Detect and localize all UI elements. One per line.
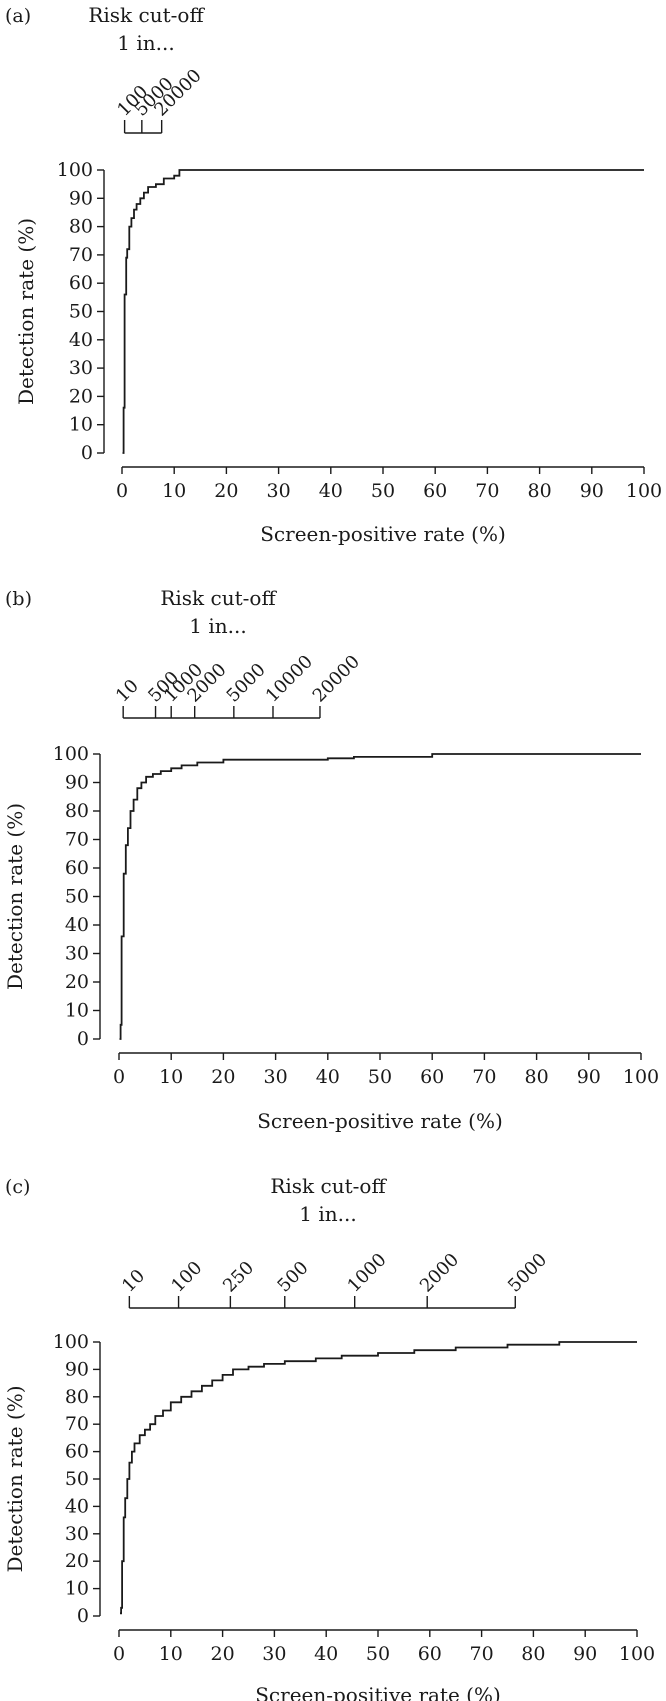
y-tick-label: 100 <box>53 1331 89 1353</box>
risk-tick-label: 250 <box>219 1257 258 1296</box>
y-tick-label: 0 <box>77 1605 89 1627</box>
y-tick-label: 80 <box>65 800 89 822</box>
x-tick-label: 10 <box>162 480 186 502</box>
x-tick-label: 60 <box>420 1066 444 1088</box>
y-tick-label: 100 <box>57 159 93 181</box>
x-tick-label: 20 <box>211 1643 235 1665</box>
x-tick-label: 60 <box>418 1643 442 1665</box>
y-tick-label: 30 <box>65 943 89 965</box>
x-tick-label: 80 <box>525 1066 549 1088</box>
risk-tick-label: 5000 <box>223 659 270 706</box>
y-tick-label: 10 <box>65 1578 89 1600</box>
x-tick-label: 50 <box>368 1066 392 1088</box>
y-tick-label: 90 <box>65 1358 89 1380</box>
x-tick-label: 60 <box>423 480 447 502</box>
y-tick-label: 70 <box>65 829 89 851</box>
x-tick-label: 70 <box>470 1643 494 1665</box>
risk-tick-label: 10 <box>118 1265 149 1296</box>
x-tick-label: 50 <box>371 480 395 502</box>
x-tick-label: 40 <box>319 480 343 502</box>
x-tick-label: 30 <box>262 1643 286 1665</box>
y-tick-label: 20 <box>65 1550 89 1572</box>
x-tick-label: 0 <box>113 1066 125 1088</box>
x-tick-label: 70 <box>475 480 499 502</box>
risk-tick-label: 500 <box>273 1257 312 1296</box>
risk-cutoff-title: Risk cut-off <box>270 1174 387 1198</box>
y-tick-label: 100 <box>53 743 89 765</box>
risk-tick-label: 1000 <box>343 1249 390 1296</box>
panel-label: (a) <box>5 5 31 27</box>
detection-curve <box>119 753 641 1040</box>
detection-curve <box>120 1341 637 1615</box>
x-axis-title: Screen-positive rate (%) <box>260 522 506 546</box>
x-tick-label: 0 <box>113 1643 125 1665</box>
risk-tick-label: 5000 <box>504 1249 551 1296</box>
x-tick-label: 100 <box>619 1643 655 1665</box>
y-tick-label: 30 <box>69 357 93 379</box>
x-tick-label: 100 <box>626 480 662 502</box>
y-tick-label: 20 <box>69 385 93 407</box>
panel-label: (c) <box>5 1176 30 1198</box>
x-tick-label: 10 <box>159 1066 183 1088</box>
y-tick-label: 70 <box>65 1413 89 1435</box>
x-tick-label: 40 <box>314 1643 338 1665</box>
x-tick-label: 80 <box>528 480 552 502</box>
y-tick-label: 80 <box>69 216 93 238</box>
risk-tick-label: 10 <box>112 675 143 706</box>
y-axis-title: Detection rate (%) <box>3 803 27 990</box>
y-tick-label: 60 <box>65 857 89 879</box>
x-axis-title: Screen-positive rate (%) <box>255 1683 501 1701</box>
x-tick-label: 0 <box>116 480 128 502</box>
risk-cutoff-title: Risk cut-off <box>160 586 277 610</box>
x-axis-title: Screen-positive rate (%) <box>257 1109 503 1133</box>
risk-tick-label: 20000 <box>309 651 364 706</box>
y-tick-label: 50 <box>69 301 93 323</box>
y-tick-label: 0 <box>77 1028 89 1050</box>
y-tick-label: 40 <box>69 329 93 351</box>
y-tick-label: 60 <box>69 272 93 294</box>
y-tick-label: 90 <box>65 772 89 794</box>
y-tick-label: 90 <box>69 187 93 209</box>
x-tick-label: 70 <box>472 1066 496 1088</box>
y-axis-title: Detection rate (%) <box>3 1386 27 1573</box>
risk-tick-label: 100 <box>167 1257 206 1296</box>
x-tick-label: 30 <box>267 480 291 502</box>
y-tick-label: 30 <box>65 1523 89 1545</box>
y-tick-label: 20 <box>65 971 89 993</box>
y-axis-title: Detection rate (%) <box>14 218 38 405</box>
x-tick-label: 20 <box>214 480 238 502</box>
risk-cutoff-subtitle: 1 in... <box>299 1202 356 1226</box>
y-tick-label: 80 <box>65 1386 89 1408</box>
x-tick-label: 80 <box>521 1643 545 1665</box>
x-tick-label: 10 <box>159 1643 183 1665</box>
y-tick-label: 50 <box>65 1468 89 1490</box>
risk-tick-label: 10000 <box>262 651 317 706</box>
risk-cutoff-subtitle: 1 in... <box>117 31 174 55</box>
x-tick-label: 90 <box>580 480 604 502</box>
x-tick-label: 90 <box>577 1066 601 1088</box>
detection-curve <box>122 169 644 454</box>
panel-label: (b) <box>5 588 32 610</box>
y-tick-label: 10 <box>65 1000 89 1022</box>
y-tick-label: 60 <box>65 1441 89 1463</box>
x-tick-label: 50 <box>366 1643 390 1665</box>
risk-cutoff-title: Risk cut-off <box>88 3 205 27</box>
y-tick-label: 10 <box>69 414 93 436</box>
y-tick-label: 50 <box>65 886 89 908</box>
x-tick-label: 90 <box>573 1643 597 1665</box>
y-tick-label: 40 <box>65 1495 89 1517</box>
risk-cutoff-subtitle: 1 in... <box>189 614 246 638</box>
y-tick-label: 70 <box>69 244 93 266</box>
x-tick-label: 30 <box>264 1066 288 1088</box>
x-tick-label: 20 <box>211 1066 235 1088</box>
x-tick-label: 100 <box>623 1066 659 1088</box>
y-tick-label: 40 <box>65 914 89 936</box>
y-tick-label: 0 <box>81 442 93 464</box>
risk-tick-label: 2000 <box>416 1249 463 1296</box>
x-tick-label: 40 <box>316 1066 340 1088</box>
